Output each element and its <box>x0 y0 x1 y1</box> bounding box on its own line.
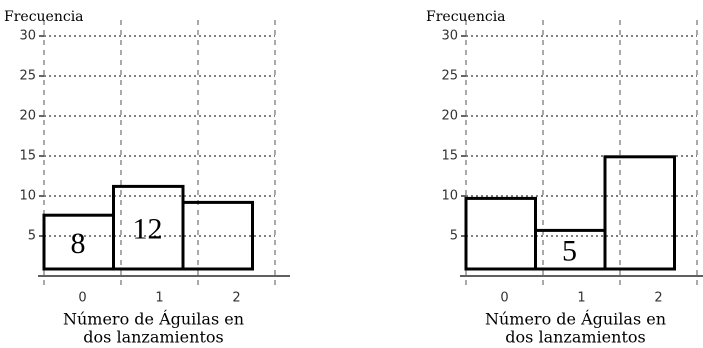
bar-annotation: 12 <box>133 213 163 246</box>
x-axis-label: Número de Águilas en <box>63 309 244 329</box>
y-tick-label: 5 <box>28 229 36 244</box>
y-tick-label: 20 <box>19 109 36 124</box>
x-axis-label: Número de Águilas en <box>485 309 666 329</box>
y-tick-label: 25 <box>441 69 458 84</box>
bar <box>181 200 254 271</box>
x-tick-label: 2 <box>232 291 240 306</box>
y-axis-label: Frecuencia <box>4 9 84 25</box>
x-tick-label: 1 <box>155 291 163 306</box>
y-tick-label: 15 <box>441 149 458 164</box>
y-axis-label: Frecuencia <box>426 9 506 25</box>
x-tick-label: 1 <box>577 291 585 306</box>
y-tick-label: 15 <box>19 149 36 164</box>
y-tick-label: 5 <box>450 229 458 244</box>
bar <box>603 155 676 271</box>
y-tick-label: 30 <box>441 29 458 44</box>
bar-annotation: 8 <box>71 227 86 260</box>
x-axis-label: dos lanzamientos <box>505 328 645 347</box>
x-axis-label: dos lanzamientos <box>83 328 223 347</box>
y-tick-label: 30 <box>19 29 36 44</box>
y-tick-label: 10 <box>441 189 458 204</box>
bar <box>464 196 537 271</box>
x-tick-label: 0 <box>78 291 86 306</box>
x-tick-label: 0 <box>500 291 508 306</box>
y-tick-label: 10 <box>19 189 36 204</box>
y-tick-label: 25 <box>19 69 36 84</box>
bar-annotation: 5 <box>562 235 577 268</box>
x-tick-label: 2 <box>654 291 662 306</box>
y-tick-label: 20 <box>441 109 458 124</box>
